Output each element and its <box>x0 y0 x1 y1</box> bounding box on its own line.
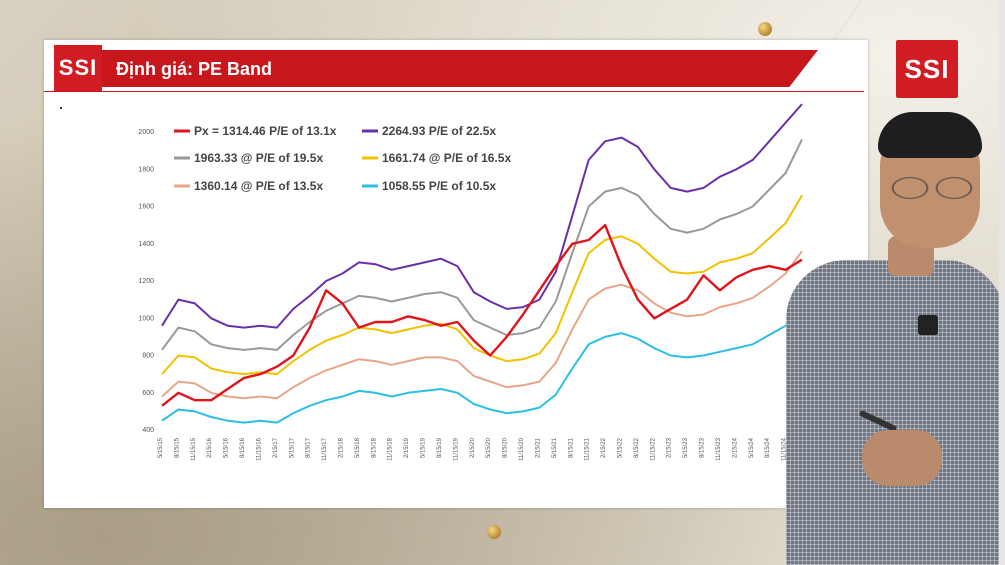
x-tick-label: 11/15/23 <box>716 437 722 461</box>
slide-header-bar <box>102 50 818 87</box>
x-tick-label: 5/15/20 <box>486 437 492 458</box>
y-tick-label: 1000 <box>138 315 154 322</box>
x-tick-label: 2/15/23 <box>667 437 673 458</box>
x-axis: 5/15/15 8/15/15 11/15/15 2/15/16 5/15/16 8/15… <box>158 437 804 461</box>
x-tick-label: 11/15/17 <box>322 437 328 461</box>
x-tick-label: 5/15/22 <box>617 437 623 458</box>
x-tick-label: 8/15/24 <box>765 437 771 458</box>
series-line-3 <box>161 194 803 376</box>
slide-dot <box>60 107 62 109</box>
x-tick-label: 8/15/19 <box>437 437 443 458</box>
x-tick-label: 8/15/22 <box>634 437 640 458</box>
legend-label: 1360.14 @ P/E of 13.5x <box>194 179 323 193</box>
series-line-4 <box>161 250 803 400</box>
x-tick-label: 5/15/23 <box>683 437 689 458</box>
x-tick-label: 5/15/15 <box>158 437 164 458</box>
legend-label: 2264.93 P/E of 22.5x <box>382 124 496 138</box>
presenter-hands <box>862 430 942 486</box>
header-separator <box>44 91 864 92</box>
x-tick-label: 11/15/19 <box>453 437 459 461</box>
x-tick-label: 8/15/23 <box>700 437 706 458</box>
x-tick-label: 11/15/22 <box>650 437 656 461</box>
frame-edge <box>999 0 1005 565</box>
y-tick-label: 1200 <box>138 278 154 285</box>
x-tick-label: 5/15/17 <box>289 437 295 458</box>
decor-bead <box>487 525 501 539</box>
presenter-shirt <box>786 260 1005 565</box>
x-tick-label: 2/15/22 <box>601 437 607 458</box>
y-tick-label: 800 <box>142 353 154 360</box>
x-tick-label: 2/15/19 <box>404 437 410 458</box>
legend-label: 1661.74 @ P/E of 16.5x <box>382 151 511 165</box>
legend-label: Px = 1314.46 P/E of 13.1x <box>194 124 337 138</box>
x-tick-label: 2/15/20 <box>470 437 476 458</box>
x-tick-label: 8/15/17 <box>306 437 312 458</box>
series-line-2 <box>161 138 803 351</box>
x-tick-label: 5/15/16 <box>224 437 230 458</box>
y-tick-label: 1600 <box>138 204 154 211</box>
y-axis: 400 600 800 1000 1200 1400 1600 1800 2000 <box>138 129 154 434</box>
x-tick-label: 5/15/18 <box>355 437 361 458</box>
y-tick-label: 1800 <box>138 166 154 173</box>
x-tick-label: 5/15/19 <box>421 437 427 458</box>
glasses-icon <box>888 176 978 200</box>
decor-bead <box>758 22 772 36</box>
legend: Px = 1314.46 P/E of 13.1x 2264.93 P/E of … <box>174 124 511 193</box>
x-tick-label: 2/15/16 <box>207 437 213 458</box>
ssi-corner-logo: SSI <box>896 40 958 98</box>
y-tick-label: 600 <box>142 390 154 397</box>
lapel-mic-icon <box>918 315 938 335</box>
x-tick-label: 11/15/15 <box>191 437 197 461</box>
x-tick-label: 11/15/21 <box>585 437 591 461</box>
series-line-5 <box>161 306 803 424</box>
slide-title: Định giá: PE Band <box>116 59 273 79</box>
x-tick-label: 2/15/17 <box>273 437 279 458</box>
x-tick-label: 11/15/20 <box>519 437 525 461</box>
x-tick-label: 2/15/24 <box>732 437 738 458</box>
series-line-0 <box>161 223 803 407</box>
x-tick-label: 11/15/24 <box>782 437 788 461</box>
x-tick-label: 11/15/18 <box>388 437 394 461</box>
presenter <box>780 110 1005 565</box>
presentation-slide: SSI Định giá: PE Band 400 600 800 1000 1200 1… <box>44 40 868 508</box>
y-tick-label: 2000 <box>138 129 154 136</box>
x-tick-label: 11/15/16 <box>256 437 262 461</box>
x-tick-label: 5/15/24 <box>749 437 755 458</box>
x-tick-label: 8/15/21 <box>568 437 574 458</box>
y-tick-label: 1400 <box>138 241 154 248</box>
series-lines <box>161 103 803 424</box>
x-tick-label: 2/15/21 <box>535 437 541 458</box>
x-tick-label: 8/15/18 <box>371 437 377 458</box>
x-tick-label: 8/15/15 <box>174 437 180 458</box>
x-tick-label: 8/15/20 <box>503 437 509 458</box>
y-tick-label: 400 <box>142 427 154 434</box>
x-tick-label: 5/15/21 <box>552 437 558 458</box>
series-line-1 <box>161 103 803 329</box>
pe-band-chart: 400 600 800 1000 1200 1400 1600 1800 2000 5/15/1… <box>138 103 804 461</box>
presenter-hair <box>878 112 982 158</box>
legend-label: 1058.55 P/E of 10.5x <box>382 179 496 193</box>
legend-label: 1963.33 @ P/E of 19.5x <box>194 151 323 165</box>
x-tick-label: 8/15/16 <box>240 437 246 458</box>
ssi-logo: SSI <box>54 45 102 91</box>
x-tick-label: 2/15/18 <box>339 437 345 458</box>
